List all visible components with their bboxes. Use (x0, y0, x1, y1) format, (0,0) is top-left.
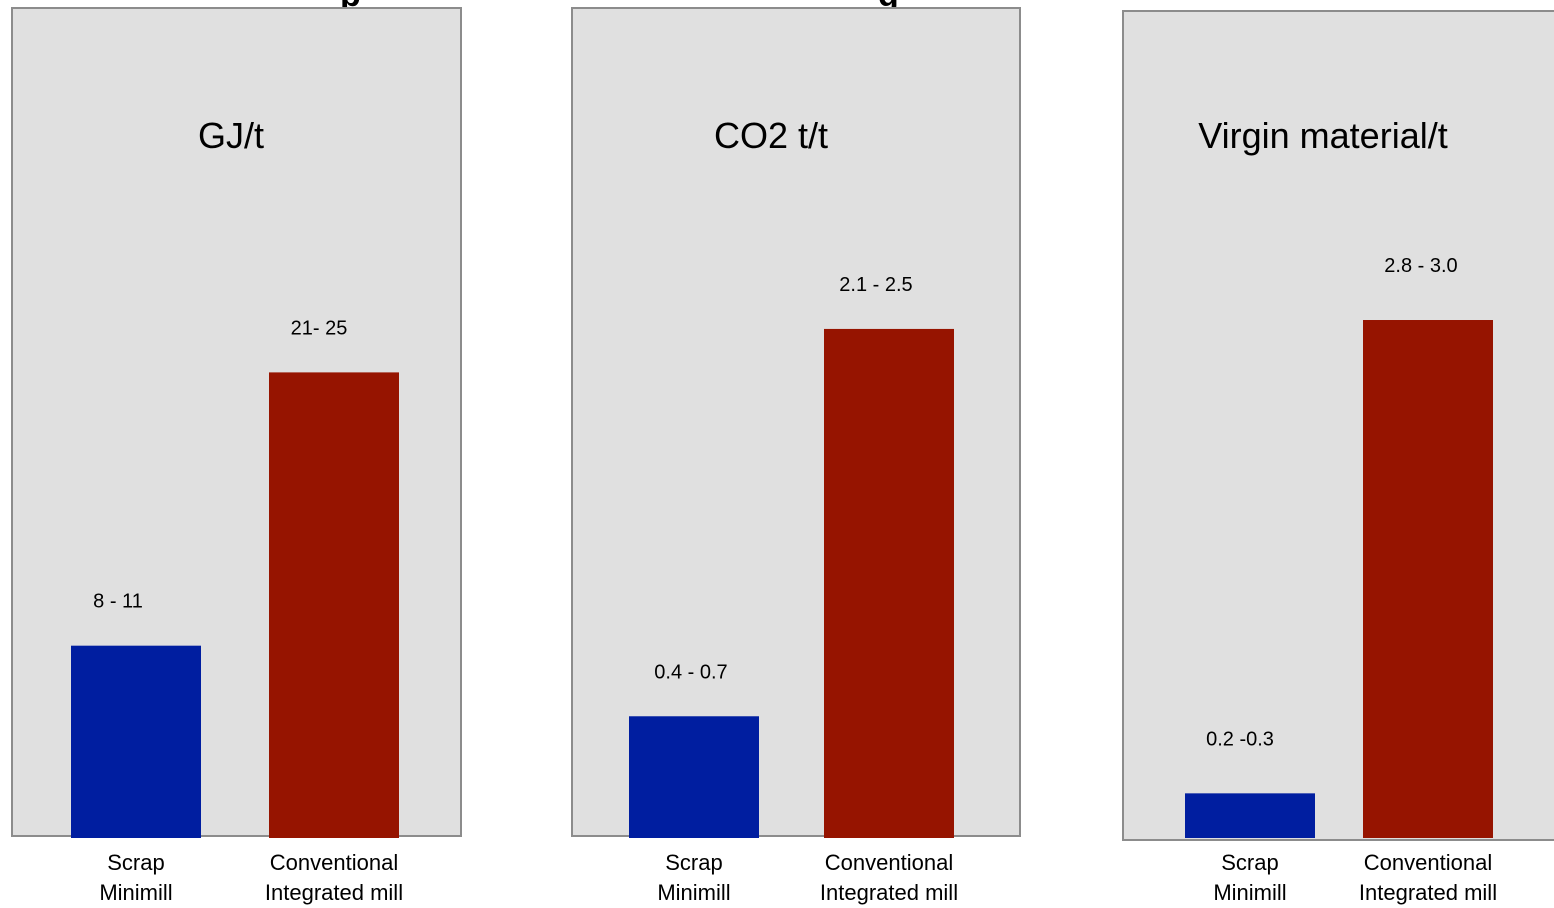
data-label: 0.4 - 0.7 (654, 661, 727, 683)
data-label: 2.8 - 3.0 (1384, 255, 1457, 277)
category-label: Integrated mill (820, 880, 958, 905)
chart-title: CO2 t/t (714, 115, 828, 156)
data-label: 2.1 - 2.5 (839, 274, 912, 296)
chart-title: GJ/t (198, 115, 264, 156)
bar (824, 328, 954, 838)
category-label: Minimill (657, 880, 730, 905)
data-label: 0.2 -0.3 (1206, 728, 1274, 750)
category-label: Integrated mill (265, 880, 403, 905)
bar (1185, 793, 1315, 838)
category-label: Minimill (99, 880, 172, 905)
bar (629, 716, 759, 838)
data-label: 21- 25 (291, 317, 348, 339)
category-label: Integrated mill (1359, 880, 1497, 905)
chart-panel: Virgin material/t 0.2 -0.3 Scrap Minimill 2.… (1122, 10, 1554, 905)
category-label: Minimill (1213, 880, 1286, 905)
chart-panel: CO2 t/t 0.4 - 0.7 Scrap Minimill 2.1 - 2.5 Co… (571, 7, 1021, 905)
data-label: 8 - 11 (93, 591, 143, 613)
category-label: Conventional (270, 850, 398, 875)
chart-title: Virgin material/t (1198, 115, 1447, 156)
category-label: Scrap (107, 850, 164, 875)
bar (269, 372, 399, 838)
category-label: Conventional (1364, 850, 1492, 875)
chart-panel: GJ/t 8 - 11 Scrap Minimill 21- 25 Conventiona… (11, 7, 462, 905)
category-label: Scrap (665, 850, 722, 875)
bar (71, 645, 201, 838)
category-label: Conventional (825, 850, 953, 875)
category-label: Scrap (1221, 850, 1278, 875)
bar (1363, 320, 1493, 838)
